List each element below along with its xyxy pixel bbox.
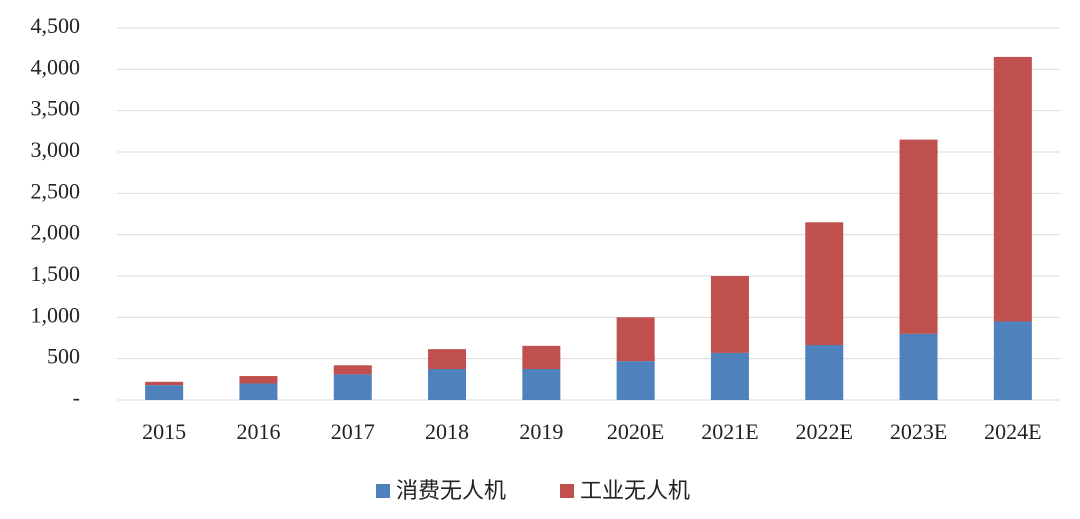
bar-segment: [899, 139, 938, 334]
bar-segment: [145, 385, 184, 400]
x-tick-label: 2017: [331, 419, 375, 444]
bar-segment: [428, 369, 467, 400]
y-tick-label: 3,500: [31, 96, 81, 121]
bar-segment: [522, 345, 561, 369]
x-tick-label: 2015: [142, 419, 186, 444]
legend-label: 消费无人机: [396, 479, 506, 504]
bar-segment: [522, 369, 561, 400]
bar-segment: [616, 317, 655, 362]
y-tick-label: 4,000: [31, 54, 81, 79]
y-tick-label: 4,500: [31, 13, 81, 38]
bar-segment: [333, 374, 372, 400]
y-tick-label: 3,000: [31, 137, 81, 162]
x-tick-label: 2019: [519, 419, 563, 444]
y-tick-label: -: [73, 385, 80, 410]
y-tick-label: 1,000: [31, 302, 81, 327]
y-tick-label: 2,000: [31, 220, 81, 245]
legend-swatch: [560, 484, 574, 498]
x-tick-label: 2022E: [796, 419, 853, 444]
bar-segment: [899, 333, 938, 400]
bar-segment: [145, 381, 184, 386]
x-tick-label: 2018: [425, 419, 469, 444]
y-tick-label: 1,500: [31, 261, 81, 286]
bar-segment: [616, 361, 655, 400]
bar-segment: [993, 321, 1032, 400]
bar-segment: [710, 352, 749, 400]
y-tick-label: 2,500: [31, 178, 81, 203]
legend-label: 工业无人机: [580, 479, 690, 504]
legend-swatch: [376, 484, 390, 498]
bar-segment: [239, 376, 278, 384]
y-tick-label: 500: [47, 344, 80, 369]
bar-segment: [710, 276, 749, 353]
bar-segment: [805, 222, 844, 346]
bar-segment: [333, 365, 372, 375]
x-tick-label: 2020E: [607, 419, 664, 444]
legend: 消费无人机 工业无人机: [376, 479, 690, 504]
x-tick-label: 2021E: [701, 419, 758, 444]
x-tick-label: 2024E: [984, 419, 1041, 444]
bar-segment: [239, 383, 278, 400]
bar-segment: [428, 349, 467, 369]
x-tick-label: 2023E: [890, 419, 947, 444]
x-tick-label: 2016: [236, 419, 280, 444]
bar-segment: [993, 56, 1032, 322]
bar-segment: [805, 345, 844, 400]
